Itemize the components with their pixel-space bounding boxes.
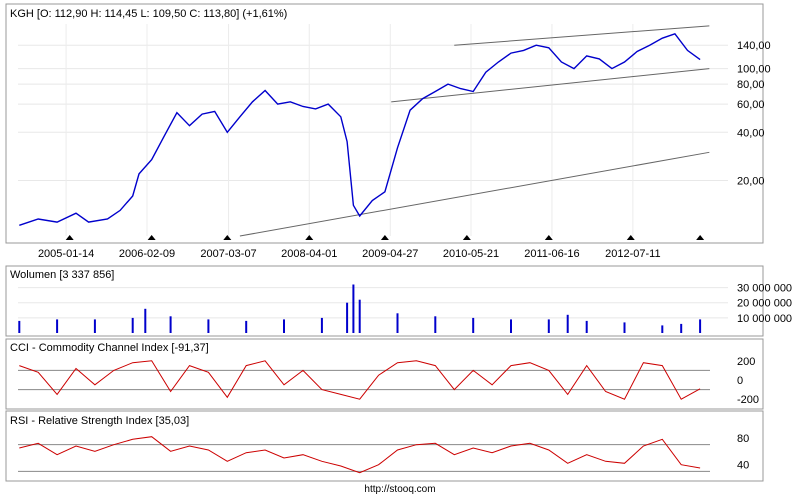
price-series bbox=[19, 32, 701, 226]
volume-y-tick-label: 20 000 000 bbox=[737, 298, 792, 310]
volume-panel: Wolumen [3 337 856] 30 000 000 20 000 000… bbox=[5, 265, 792, 337]
volume-bar bbox=[320, 317, 323, 333]
price-y-tick-label: 140,00 bbox=[737, 40, 771, 52]
event-marker bbox=[626, 235, 635, 240]
price-y-tick-label: 20,00 bbox=[737, 175, 765, 187]
price-markers bbox=[65, 235, 705, 240]
volume-bar bbox=[661, 325, 664, 333]
volume-bar bbox=[510, 319, 512, 333]
cci-series bbox=[19, 360, 701, 400]
event-marker bbox=[65, 235, 74, 240]
footer-link[interactable]: http://stooq.com bbox=[364, 484, 436, 495]
volume-bar bbox=[131, 317, 134, 333]
price-x-tick-label: 2005-01-14 bbox=[38, 248, 94, 260]
cci-line bbox=[19, 360, 701, 400]
price-y-tick-label: 40,00 bbox=[737, 127, 765, 139]
cci-grid bbox=[18, 369, 710, 391]
volume-bar bbox=[346, 302, 349, 333]
price-y-tick-label: 80,00 bbox=[737, 79, 765, 91]
rsi-y-tick-label: 80 bbox=[737, 433, 749, 445]
volume-y-tick-label: 10 000 000 bbox=[737, 313, 792, 325]
volume-bar bbox=[680, 323, 683, 333]
price-x-tick-label: 2009-04-27 bbox=[362, 248, 418, 260]
rsi-series bbox=[19, 436, 701, 474]
rsi-y-axis: 80 40 bbox=[737, 433, 749, 472]
price-x-tick-label: 2010-05-21 bbox=[443, 248, 499, 260]
price-grid bbox=[18, 24, 728, 236]
rsi-panel: RSI - Relative Strength Index [35,03] 80… bbox=[5, 410, 764, 482]
rsi-title: RSI - Relative Strength Index [35,03] bbox=[10, 415, 189, 427]
trend-line bbox=[239, 151, 710, 237]
event-marker bbox=[544, 235, 553, 240]
price-trend-lines bbox=[239, 25, 710, 237]
volume-bar bbox=[472, 317, 475, 333]
volume-bar bbox=[434, 316, 437, 333]
price-y-tick-label: 60,00 bbox=[737, 99, 765, 111]
rsi-y-tick-label: 40 bbox=[737, 460, 749, 472]
cci-panel: CCI - Commodity Channel Index [-91,37] 2… bbox=[5, 338, 764, 410]
cci-y-axis: 200 0 -200 bbox=[737, 356, 759, 406]
volume-bar bbox=[93, 319, 96, 333]
event-marker bbox=[223, 235, 232, 240]
cci-y-tick-label: 200 bbox=[737, 356, 755, 368]
price-line bbox=[19, 32, 701, 226]
rsi-line bbox=[19, 436, 701, 474]
event-marker bbox=[380, 235, 389, 240]
volume-bar bbox=[207, 319, 210, 333]
volume-bar bbox=[585, 320, 588, 333]
price-x-tick-label: 2008-04-01 bbox=[281, 248, 337, 260]
event-marker bbox=[147, 235, 156, 240]
volume-bar bbox=[566, 314, 569, 333]
volume-bar bbox=[358, 299, 361, 333]
volume-grid bbox=[18, 287, 728, 319]
price-x-tick-label: 2007-03-07 bbox=[200, 248, 256, 260]
cci-y-tick-label: -200 bbox=[737, 394, 759, 406]
volume-bar bbox=[144, 308, 147, 333]
volume-series bbox=[18, 284, 702, 333]
cci-y-tick-label: 0 bbox=[737, 375, 743, 387]
price-x-tick-label: 2006-02-09 bbox=[119, 248, 175, 260]
price-x-tick-label: 2011-06-16 bbox=[524, 248, 579, 260]
volume-bar bbox=[547, 319, 550, 333]
volume-bar bbox=[169, 316, 172, 333]
price-panel: KGH [O: 112,90 H: 114,45 L: 109,50 C: 11… bbox=[5, 3, 771, 260]
volume-y-tick-label: 30 000 000 bbox=[737, 283, 792, 295]
volume-bar bbox=[245, 320, 248, 333]
price-y-axis: 140,00 100,00 80,00 60,00 40,00 20,00 bbox=[737, 40, 771, 187]
volume-bar bbox=[699, 319, 702, 333]
price-title: KGH [O: 112,90 H: 114,45 L: 109,50 C: 11… bbox=[10, 8, 287, 20]
event-marker bbox=[462, 235, 471, 240]
volume-bar bbox=[18, 320, 21, 333]
price-x-tick-label: 2012-07-11 bbox=[605, 248, 660, 260]
cci-title: CCI - Commodity Channel Index [-91,37] bbox=[10, 342, 209, 354]
trend-line bbox=[391, 68, 710, 103]
price-y-tick-label: 100,00 bbox=[737, 64, 771, 76]
event-marker bbox=[305, 235, 314, 240]
volume-bar bbox=[396, 313, 399, 333]
volume-bar bbox=[56, 319, 59, 333]
volume-bar bbox=[623, 322, 626, 333]
volume-y-axis: 30 000 000 20 000 000 10 000 000 bbox=[737, 283, 792, 325]
event-marker bbox=[696, 235, 705, 240]
volume-bar bbox=[283, 319, 285, 333]
volume-bar bbox=[352, 284, 355, 333]
volume-title: Wolumen [3 337 856] bbox=[10, 269, 114, 281]
trend-line bbox=[454, 25, 710, 46]
price-x-axis: 2005-01-14 2006-02-09 2007-03-07 2008-04-01… bbox=[38, 248, 661, 260]
